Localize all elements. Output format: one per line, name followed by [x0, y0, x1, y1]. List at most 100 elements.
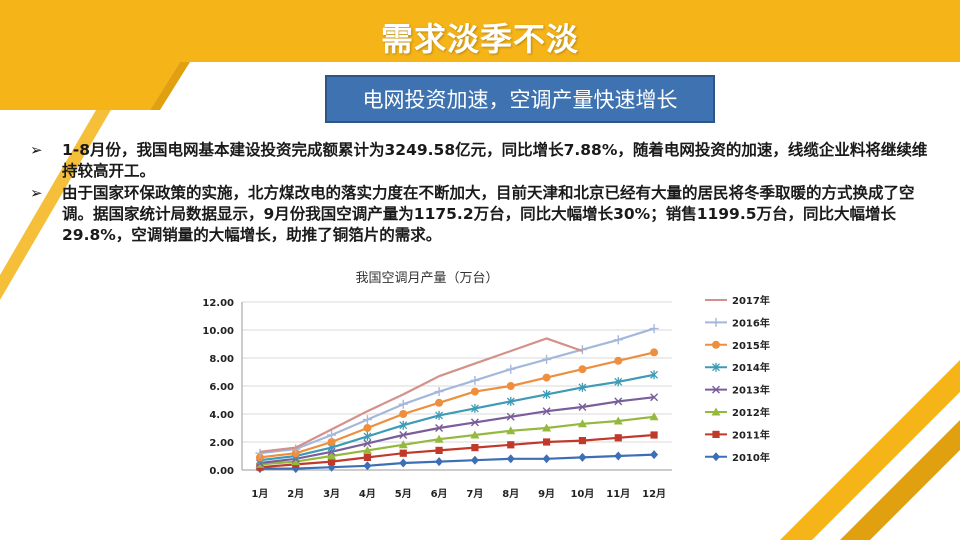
x-tick-label: 11月 — [606, 488, 630, 500]
series-line — [259, 351, 655, 459]
data-point — [712, 385, 720, 394]
data-point — [362, 415, 372, 425]
data-point — [363, 439, 372, 448]
data-point — [362, 445, 372, 454]
x-tick-label: 5月 — [395, 488, 412, 500]
x-tick-label: 8月 — [502, 488, 519, 500]
y-tick-label: 2.00 — [209, 438, 234, 449]
data-point — [712, 452, 720, 462]
data-point — [363, 431, 372, 441]
series-line — [259, 415, 655, 466]
data-point — [614, 451, 623, 461]
data-point — [614, 377, 623, 387]
data-point — [578, 452, 587, 462]
y-tick-label: 8.00 — [209, 354, 234, 365]
legend-label: 2017年 — [732, 294, 770, 307]
data-point — [712, 362, 720, 372]
data-point — [435, 457, 444, 467]
data-point — [613, 416, 623, 425]
data-point — [542, 454, 551, 464]
data-point — [577, 419, 587, 428]
data-point — [363, 453, 372, 461]
bullet-text: 1-8月份，我国电网基本建设投资完成额累计为3249.58亿元，同比增长7.88… — [62, 141, 928, 180]
data-point — [578, 437, 587, 445]
legend-label: 2013年 — [732, 384, 770, 397]
data-point — [398, 440, 408, 449]
x-tick-label: 1月 — [251, 488, 268, 500]
data-point — [291, 457, 301, 466]
data-point — [470, 455, 479, 465]
data-point — [363, 461, 372, 471]
data-point — [614, 356, 623, 365]
data-point — [614, 434, 622, 442]
x-tick-label: 10月 — [570, 488, 594, 500]
series-line — [259, 453, 655, 470]
data-point — [435, 398, 444, 407]
data-point — [435, 424, 444, 432]
data-point — [650, 393, 659, 402]
y-tick-label: 6.00 — [209, 382, 234, 393]
data-point — [649, 412, 659, 421]
bullet-text: 由于国家环保政策的实施，北方煤改电的落实力度在不断加大，目前天津和北京已经有大量… — [62, 184, 915, 244]
data-point — [614, 397, 623, 406]
data-point — [711, 317, 721, 327]
data-point — [542, 438, 551, 446]
data-point — [470, 387, 479, 396]
legend-label: 2014年 — [732, 361, 770, 374]
series-line — [259, 396, 655, 465]
legend-label: 2015年 — [732, 339, 770, 352]
series-line — [259, 337, 583, 453]
data-point — [507, 441, 515, 449]
data-point — [399, 458, 408, 468]
data-point — [435, 446, 443, 454]
legend-label: 2010年 — [732, 451, 770, 464]
y-tick-label: 12.00 — [202, 298, 234, 309]
data-point — [398, 399, 408, 409]
arrow-bullet-icon: ➢ — [30, 184, 43, 202]
data-point — [578, 382, 587, 392]
data-point — [711, 407, 721, 416]
data-point — [712, 430, 720, 438]
data-point — [327, 458, 336, 466]
data-point — [542, 407, 551, 416]
data-point — [506, 454, 515, 464]
x-tick-label: 4月 — [359, 488, 376, 500]
data-point — [255, 448, 265, 458]
data-point — [506, 426, 516, 435]
subtitle-text: 电网投资加速，空调产量快速增长 — [362, 88, 678, 112]
data-point — [470, 403, 479, 413]
data-point — [650, 450, 659, 460]
series-line — [259, 373, 655, 462]
data-point — [434, 387, 444, 397]
x-tick-label: 3月 — [323, 488, 340, 500]
bullet-item: ➢ 由于国家环保政策的实施，北方煤改电的落实力度在不断加大，目前天津和北京已经有… — [30, 183, 930, 246]
data-point — [506, 382, 515, 390]
data-point — [399, 420, 408, 430]
data-point — [363, 424, 372, 432]
data-point — [470, 430, 480, 439]
data-point — [542, 354, 552, 364]
data-point — [650, 348, 659, 357]
legend-label: 2011年 — [732, 428, 770, 441]
x-tick-label: 6月 — [431, 488, 448, 500]
data-point — [613, 335, 623, 345]
data-point — [327, 451, 337, 460]
y-tick-label: 4.00 — [209, 410, 234, 421]
x-tick-label: 2月 — [287, 488, 304, 500]
data-point — [542, 389, 551, 399]
legend-label: 2016年 — [732, 316, 770, 329]
y-tick-label: 10.00 — [202, 326, 234, 337]
data-point — [650, 431, 658, 439]
x-tick-label: 7月 — [466, 488, 483, 500]
data-point — [506, 412, 515, 421]
data-point — [506, 364, 516, 374]
bullet-item: ➢ 1-8月份，我国电网基本建设投资完成额累计为3249.58亿元，同比增长7.… — [30, 140, 930, 182]
data-point — [649, 324, 659, 334]
data-point — [506, 396, 515, 406]
data-point — [399, 449, 407, 457]
data-point — [542, 373, 551, 382]
data-point — [399, 410, 408, 418]
data-point — [327, 430, 337, 440]
